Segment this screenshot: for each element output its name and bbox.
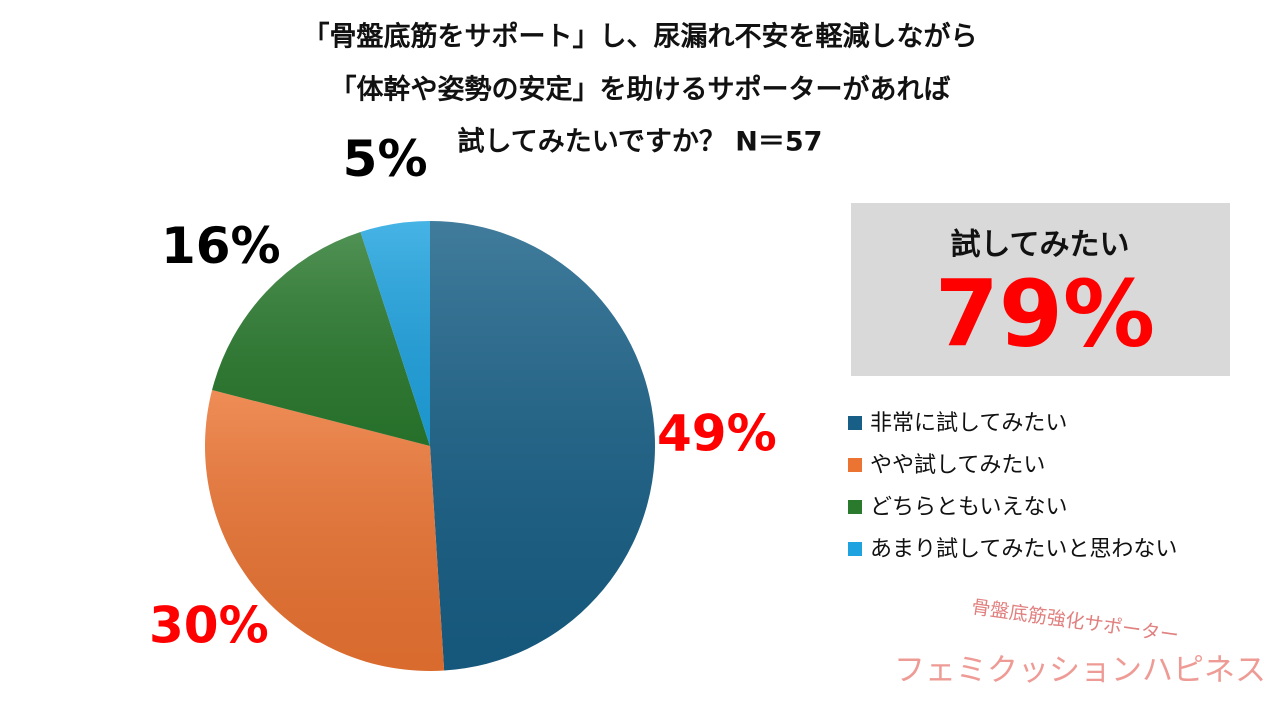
legend-swatch (848, 458, 862, 472)
data-label: 30% (149, 596, 269, 654)
legend-label: 非常に試してみたい (870, 411, 1067, 436)
slice-shade (212, 232, 430, 446)
legend-swatch (848, 416, 862, 430)
legend-swatch (848, 542, 862, 556)
callout-box (851, 203, 1230, 376)
data-label: 16% (161, 217, 281, 275)
slice-shade (204, 390, 445, 671)
chart-title: 「体幹や姿勢の安定」を助けるサポーターがあれば (330, 74, 951, 106)
brand-tagline: 骨盤底筋強化サポーター (970, 596, 1180, 647)
callout-label: 試してみたい (950, 228, 1129, 263)
slice-shade (360, 221, 430, 446)
data-label: 5% (343, 130, 428, 188)
chart-title: 試してみたいですか？ N＝57 (458, 126, 823, 158)
legend-label: どちらともいえない (870, 495, 1068, 520)
callout-value: 79% (935, 260, 1155, 367)
legend-label: やや試してみたい (870, 453, 1045, 478)
chart-title: 「骨盤底筋をサポート」し、尿漏れ不安を軽減しながら (303, 21, 978, 53)
slice-shade (430, 221, 656, 671)
legend-label: あまり試してみたいと思わない (870, 537, 1177, 562)
data-label: 49% (657, 404, 777, 462)
legend-swatch (848, 500, 862, 514)
brand-name: フェミクッションハピネス (894, 653, 1266, 689)
